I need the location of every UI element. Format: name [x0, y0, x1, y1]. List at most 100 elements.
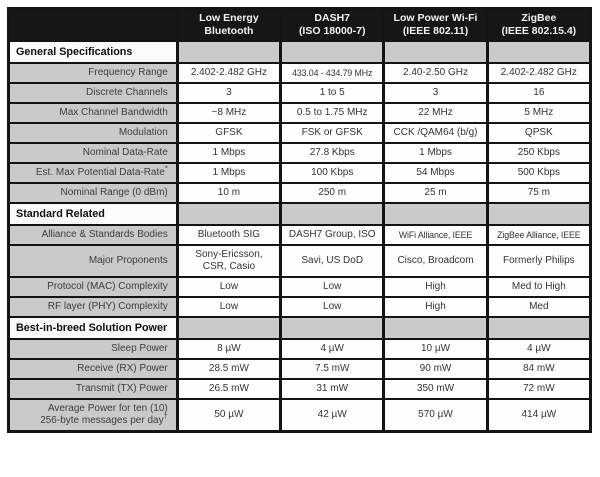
table-cell: Med — [485, 296, 593, 318]
table-row: Est. Max Potential Data-Rate* 1 Mbps 100 K… — [7, 162, 593, 184]
table-cell: 31 mW — [279, 378, 386, 400]
table-cell: 4 µW — [485, 338, 593, 360]
table-body: General Specifications Frequency Range 2.4… — [7, 40, 593, 432]
table-cell: 1 to 5 — [279, 82, 386, 104]
section-fill-cell — [279, 316, 386, 340]
row-label: Frequency Range — [7, 62, 179, 84]
table-cell: 0.5 to 1.75 MHz — [279, 102, 386, 124]
table-cell: 7.5 mW — [279, 358, 386, 380]
table-row: Frequency Range 2.402-2.482 GHz 433.04 - 4… — [7, 62, 593, 84]
row-label: Protocol (MAC) Complexity — [7, 276, 179, 298]
table-cell: 414 µW — [485, 398, 593, 432]
row-label: Average Power for ten (10) 256-byte mess… — [7, 398, 179, 432]
row-label: Sleep Power — [7, 338, 179, 360]
table-cell: ~8 MHz — [175, 102, 283, 124]
table-cell: Med to High — [485, 276, 593, 298]
table-cell: Cisco, Broadcom — [382, 244, 489, 278]
table-cell: 90 mW — [382, 358, 489, 380]
table-cell: 250 m — [279, 182, 386, 204]
table-cell: 2.40-2.50 GHz — [382, 62, 489, 84]
table-cell: 5 MHz — [485, 102, 593, 124]
table-cell: 72 mW — [485, 378, 593, 400]
row-label: Nominal Range (0 dBm) — [7, 182, 179, 204]
row-label: Major Proponents — [7, 244, 179, 278]
table-header: Low Energy Bluetooth DASH7 (ISO 18000-7) L… — [7, 7, 593, 42]
section-fill-cell — [485, 316, 593, 340]
table-cell: 22 MHz — [382, 102, 489, 124]
row-label-text: Major Proponents — [88, 255, 168, 266]
section-fill-cell — [175, 40, 283, 64]
table-row: Major Proponents Sony-Ericsson, CSR, Casi… — [7, 244, 593, 278]
table-cell: Low — [279, 296, 386, 318]
row-label: RF layer (PHY) Complexity — [7, 296, 179, 318]
table-row: Receive (RX) Power 28.5 mW 7.5 mW 90 mW 84 m… — [7, 358, 593, 380]
table-cell: 25 m — [382, 182, 489, 204]
column-header: DASH7 (ISO 18000-7) — [279, 7, 386, 42]
column-header: Low Energy Bluetooth — [175, 7, 283, 42]
table-row: RF layer (PHY) Complexity Low Low High Med — [7, 296, 593, 318]
table-cell: ZigBee Alliance, IEEE — [485, 224, 593, 246]
comparison-table-frame: Low Energy Bluetooth DASH7 (ISO 18000-7) L… — [7, 7, 593, 433]
table-cell: High — [382, 296, 489, 318]
table-cell: 75 m — [485, 182, 593, 204]
row-label-text: RF layer (PHY) Complexity — [47, 301, 168, 312]
section-fill-cell — [175, 316, 283, 340]
section-header: Standard Related — [7, 202, 179, 226]
table-cell: 1 Mbps — [175, 142, 283, 164]
footnote-mark: * — [164, 163, 168, 173]
table-cell: 2.402-2.482 GHz — [485, 62, 593, 84]
section-header-row: General Specifications — [7, 40, 593, 64]
row-label: Transmit (TX) Power — [7, 378, 179, 400]
table-cell: Bluetooth SIG — [175, 224, 283, 246]
table-cell: High — [382, 276, 489, 298]
table-row: Nominal Data-Rate 1 Mbps 27.8 Kbps 1 Mbps 25… — [7, 142, 593, 164]
column-header: Low Power Wi-Fi (IEEE 802.11) — [382, 7, 489, 42]
row-label-text: Frequency Range — [88, 67, 168, 78]
table-cell: 350 mW — [382, 378, 489, 400]
table-cell: CCK /QAM64 (b/g) — [382, 122, 489, 144]
section-fill-cell — [382, 316, 489, 340]
table-cell: GFSK — [175, 122, 283, 144]
row-label-text: Nominal Data-Rate — [82, 147, 168, 158]
row-label-text: Alliance & Standards Bodies — [41, 229, 168, 240]
table-cell: 28.5 mW — [175, 358, 283, 380]
corner-cell — [7, 7, 179, 42]
table-cell: 250 Kbps — [485, 142, 593, 164]
footnote-mark: † — [163, 411, 168, 421]
section-header: General Specifications — [7, 40, 179, 64]
table-cell: 1 Mbps — [175, 162, 283, 184]
section-header-row: Standard Related — [7, 202, 593, 226]
section-fill-cell — [485, 202, 593, 226]
table-cell: QPSK — [485, 122, 593, 144]
row-label: Alliance & Standards Bodies — [7, 224, 179, 246]
row-label: Discrete Channels — [7, 82, 179, 104]
section-fill-cell — [382, 202, 489, 226]
table-cell: FSK or GFSK — [279, 122, 386, 144]
table-row: Nominal Range (0 dBm) 10 m 250 m 25 m 75 m — [7, 182, 593, 204]
section-fill-cell — [279, 202, 386, 226]
table-cell: Savi, US DoD — [279, 244, 386, 278]
section-fill-cell — [382, 40, 489, 64]
table-cell: 500 Kbps — [485, 162, 593, 184]
table-cell: Low — [175, 276, 283, 298]
row-label-text: Modulation — [118, 127, 168, 138]
table-cell: 27.8 Kbps — [279, 142, 386, 164]
row-label-text: Discrete Channels — [86, 87, 168, 98]
table-cell: 2.402-2.482 GHz — [175, 62, 283, 84]
row-label-text: Est. Max Potential Data-Rate — [35, 167, 165, 178]
row-label: Est. Max Potential Data-Rate* — [7, 162, 179, 184]
table-row: Sleep Power 8 µW 4 µW 10 µW 4 µW — [7, 338, 593, 360]
table-cell: 84 mW — [485, 358, 593, 380]
row-label: Receive (RX) Power — [7, 358, 179, 380]
column-header: ZigBee (IEEE 802.15.4) — [485, 7, 593, 42]
table-cell: 16 — [485, 82, 593, 104]
table-row: Transmit (TX) Power 26.5 mW 31 mW 350 mW 72 … — [7, 378, 593, 400]
row-label: Nominal Data-Rate — [7, 142, 179, 164]
row-label-text: Average Power for ten (10) 256-byte mess… — [40, 402, 168, 426]
table-row: Alliance & Standards Bodies Bluetooth SIG… — [7, 224, 593, 246]
table-cell: Low — [279, 276, 386, 298]
table-row: Protocol (MAC) Complexity Low Low High Med t… — [7, 276, 593, 298]
table-row: Modulation GFSK FSK or GFSK CCK /QAM64 (b/g… — [7, 122, 593, 144]
table-cell: 26.5 mW — [175, 378, 283, 400]
table-cell: Low — [175, 296, 283, 318]
